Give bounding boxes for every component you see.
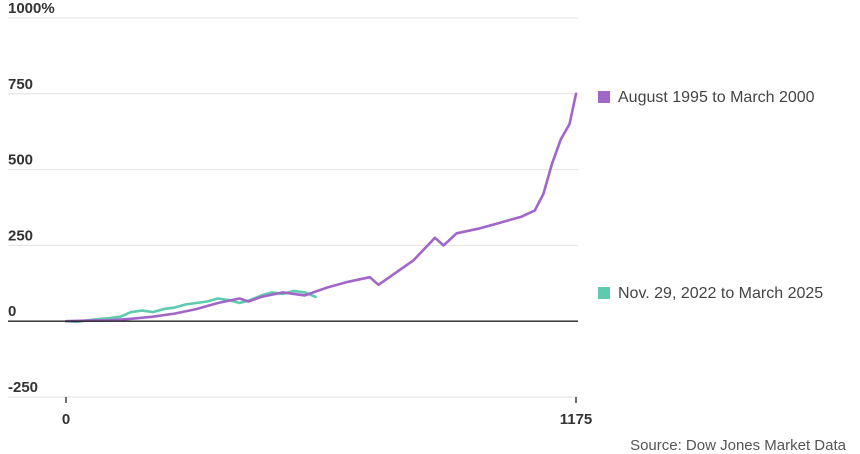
legend: August 1995 to March 2000 Nov. 29, 2022 t… xyxy=(598,89,823,302)
x-axis-tick-labels: 0 1175 xyxy=(62,411,592,428)
legend-swatch xyxy=(598,91,610,103)
legend-item: Nov. 29, 2022 to March 2025 xyxy=(598,285,823,302)
y-tick-label: 0 xyxy=(8,303,16,320)
series-lines xyxy=(64,92,578,324)
x-tick-label: 0 xyxy=(62,411,70,428)
y-tick-label: 750 xyxy=(8,76,33,93)
x-axis xyxy=(8,320,578,403)
series-line xyxy=(64,92,578,323)
y-axis-tick-labels: 1000% 750 500 250 0 -250 xyxy=(8,0,55,396)
y-tick-label: 500 xyxy=(8,152,33,169)
grid-lines xyxy=(8,17,578,398)
y-tick-label: 250 xyxy=(8,227,33,244)
y-tick-label: -250 xyxy=(8,379,38,396)
y-tick-label: 1000% xyxy=(8,0,55,17)
x-tick-label: 1175 xyxy=(560,411,593,428)
legend-label: August 1995 to March 2000 xyxy=(618,89,815,106)
legend-label: Nov. 29, 2022 to March 2025 xyxy=(618,285,823,302)
legend-swatch xyxy=(598,287,610,299)
source-note: Source: Dow Jones Market Data xyxy=(630,437,847,454)
legend-item: August 1995 to March 2000 xyxy=(598,89,815,106)
series-line xyxy=(64,289,317,324)
